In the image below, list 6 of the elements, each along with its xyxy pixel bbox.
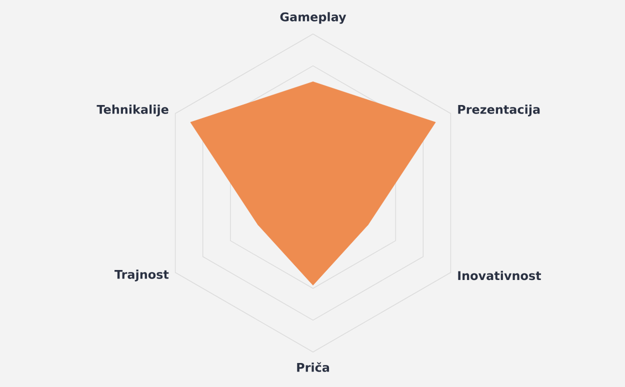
spoke-label: Priča xyxy=(297,362,330,372)
spoke-label: Prezentacija xyxy=(458,104,540,116)
spoke-label: Gameplay xyxy=(280,12,346,24)
spoke-label: Inovativnost xyxy=(458,270,542,280)
spoke-label: Tehnikalije xyxy=(96,104,168,116)
spoke-label: Trajnost xyxy=(114,270,169,282)
